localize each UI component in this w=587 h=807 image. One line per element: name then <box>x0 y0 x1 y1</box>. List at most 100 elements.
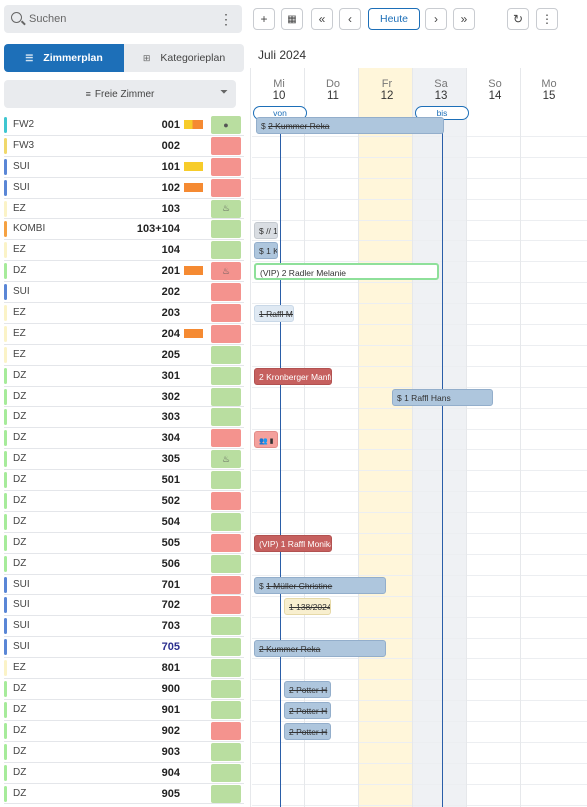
housekeeping-status[interactable] <box>211 700 241 719</box>
room-row[interactable]: SUI 102 <box>4 177 244 199</box>
free-rooms-button[interactable]: ≡ Freie Zimmer <box>4 80 236 108</box>
housekeeping-status[interactable]: ♨ <box>211 450 241 469</box>
more-options-icon[interactable]: ⋮ <box>219 11 233 27</box>
room-row[interactable]: EZ 801 <box>4 658 244 680</box>
previous-button[interactable]: ‹ <box>339 8 361 30</box>
housekeeping-status[interactable] <box>211 178 241 197</box>
housekeeping-status[interactable] <box>211 596 241 615</box>
day-header[interactable]: Mo 15 <box>522 78 576 102</box>
housekeeping-status[interactable] <box>211 492 241 511</box>
room-row[interactable]: SUI 101 <box>4 156 244 178</box>
tab-room-plan[interactable]: ☰ Zimmerplan <box>4 44 124 72</box>
housekeeping-status[interactable] <box>211 366 241 385</box>
room-row[interactable]: DZ 905 <box>4 783 244 805</box>
add-button[interactable]: + <box>253 8 275 30</box>
room-row[interactable]: FW2 001 ● <box>4 115 244 136</box>
room-row[interactable]: SUI 705 <box>4 637 244 659</box>
refresh-button[interactable]: ↻ <box>507 8 529 30</box>
room-row[interactable]: DZ 900 <box>4 679 244 700</box>
tab-category-plan[interactable]: ⊞ Kategorieplan <box>124 44 244 72</box>
jump-forward-button[interactable]: » <box>453 8 475 30</box>
housekeeping-status[interactable] <box>211 157 241 176</box>
housekeeping-status[interactable] <box>211 324 241 343</box>
room-row[interactable]: DZ 502 <box>4 491 244 512</box>
search-input[interactable] <box>29 5 219 33</box>
room-row[interactable]: KOMBI 103+104 <box>4 219 244 241</box>
housekeeping-status[interactable] <box>211 659 241 678</box>
housekeeping-status[interactable] <box>211 617 241 636</box>
room-row[interactable]: DZ 901 <box>4 699 244 721</box>
housekeeping-status[interactable] <box>211 533 241 552</box>
room-row[interactable]: SUI 202 <box>4 282 244 304</box>
housekeeping-status[interactable] <box>211 283 241 302</box>
room-row[interactable]: EZ 205 <box>4 344 244 366</box>
housekeeping-status[interactable] <box>211 575 241 594</box>
booking-bar[interactable]: $ // 1 <box>254 221 278 239</box>
room-row[interactable]: DZ 303 <box>4 407 244 429</box>
room-row[interactable]: DZ 904 <box>4 762 244 784</box>
booking-bar[interactable]: 2 Potter H <box>284 681 331 699</box>
room-row[interactable]: SUI 701 <box>4 574 244 596</box>
housekeeping-status[interactable] <box>211 721 241 740</box>
room-row[interactable]: EZ 204 <box>4 323 244 345</box>
housekeeping-status[interactable] <box>211 784 241 803</box>
room-row[interactable]: EZ 103 ♨ <box>4 198 244 220</box>
housekeeping-status[interactable] <box>211 345 241 364</box>
date-picker-button[interactable]: ▦ <box>281 8 303 30</box>
room-row[interactable]: DZ 505 <box>4 532 244 554</box>
housekeeping-status[interactable] <box>211 742 241 761</box>
next-button[interactable]: › <box>425 8 447 30</box>
day-header[interactable]: Do 11 <box>306 78 360 102</box>
booking-bar[interactable]: 2 Kronberger Manfr <box>254 367 332 385</box>
housekeeping-status[interactable] <box>211 408 241 427</box>
housekeeping-status[interactable] <box>211 638 241 657</box>
housekeeping-status[interactable] <box>211 387 241 406</box>
booking-bar[interactable]: (VIP) 2 Radler Melanie <box>254 263 439 281</box>
room-row[interactable]: DZ 305 ♨ <box>4 449 244 471</box>
filter-icon[interactable]: ⏷ <box>220 87 228 98</box>
booking-bar[interactable]: 1 Raffl Me <box>254 305 294 323</box>
room-row[interactable]: DZ 201 ♨ <box>4 261 244 283</box>
room-row[interactable]: SUI 702 <box>4 595 244 617</box>
housekeeping-status[interactable] <box>211 220 241 239</box>
day-header[interactable]: Mi 10 <box>252 78 306 102</box>
booking-bar[interactable]: 2 Kummer Reka <box>254 639 386 657</box>
housekeeping-status[interactable]: ♨ <box>211 262 241 281</box>
room-row[interactable]: DZ 304 <box>4 428 244 450</box>
today-button[interactable]: Heute <box>368 8 420 30</box>
room-row[interactable]: EZ 203 <box>4 303 244 324</box>
search-box[interactable]: ⋮ <box>4 5 242 33</box>
housekeeping-status[interactable] <box>211 512 241 531</box>
jump-back-button[interactable]: « <box>311 8 333 30</box>
room-row[interactable]: DZ 504 <box>4 511 244 533</box>
booking-bar[interactable]: (VIP) 1 Raffl Monika <box>254 535 332 552</box>
booking-bar[interactable]: $ 1 Raffl Hans <box>392 388 493 406</box>
room-row[interactable]: SUI 703 <box>4 616 244 638</box>
booking-bar[interactable]: 2 Potter H <box>284 723 331 741</box>
housekeeping-status[interactable] <box>211 304 241 323</box>
room-row[interactable]: DZ 903 <box>4 741 244 763</box>
booking-bar[interactable]: $ 1 Müller Christine <box>254 576 386 594</box>
more-button[interactable]: ⋮ <box>536 8 558 30</box>
housekeeping-status[interactable] <box>211 429 241 448</box>
day-header[interactable]: So 14 <box>468 78 522 102</box>
housekeeping-status[interactable]: ● <box>211 116 241 134</box>
room-row[interactable]: DZ 506 <box>4 553 244 575</box>
booking-bar[interactable]: 1 138/2024 <box>284 597 331 615</box>
booking-bar[interactable]: $ 1 K <box>254 242 278 260</box>
housekeeping-status[interactable] <box>211 554 241 573</box>
room-row[interactable]: FW3 002 <box>4 135 244 157</box>
day-header[interactable]: Sa 13 <box>414 78 468 102</box>
room-row[interactable]: DZ 302 <box>4 386 244 408</box>
housekeeping-status[interactable] <box>211 241 241 260</box>
booking-bar[interactable]: 2 Potter H <box>284 702 331 720</box>
housekeeping-status[interactable] <box>211 763 241 782</box>
housekeeping-status[interactable] <box>211 471 241 490</box>
housekeeping-status[interactable] <box>211 680 241 699</box>
room-row[interactable]: EZ 104 <box>4 240 244 262</box>
room-row[interactable]: DZ 501 <box>4 470 244 492</box>
booking-bar[interactable]: $ 2 Kummer Reka <box>256 117 444 134</box>
housekeeping-status[interactable] <box>211 136 241 155</box>
booking-bar[interactable]: 👥 ▮ <box>254 430 278 448</box>
room-row[interactable]: DZ 902 <box>4 720 244 742</box>
